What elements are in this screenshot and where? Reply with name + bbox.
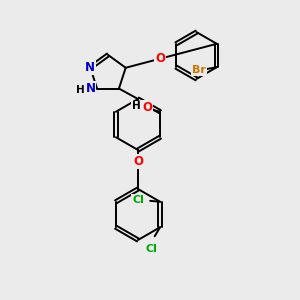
Text: N: N	[85, 82, 95, 95]
Text: O: O	[142, 101, 152, 114]
Text: N: N	[85, 61, 95, 74]
Text: O: O	[155, 52, 165, 65]
Text: H: H	[76, 85, 85, 95]
Text: Br: Br	[192, 65, 206, 75]
Text: Cl: Cl	[145, 244, 157, 254]
Text: O: O	[133, 155, 143, 168]
Text: H: H	[132, 101, 140, 111]
Text: Cl: Cl	[132, 195, 144, 205]
